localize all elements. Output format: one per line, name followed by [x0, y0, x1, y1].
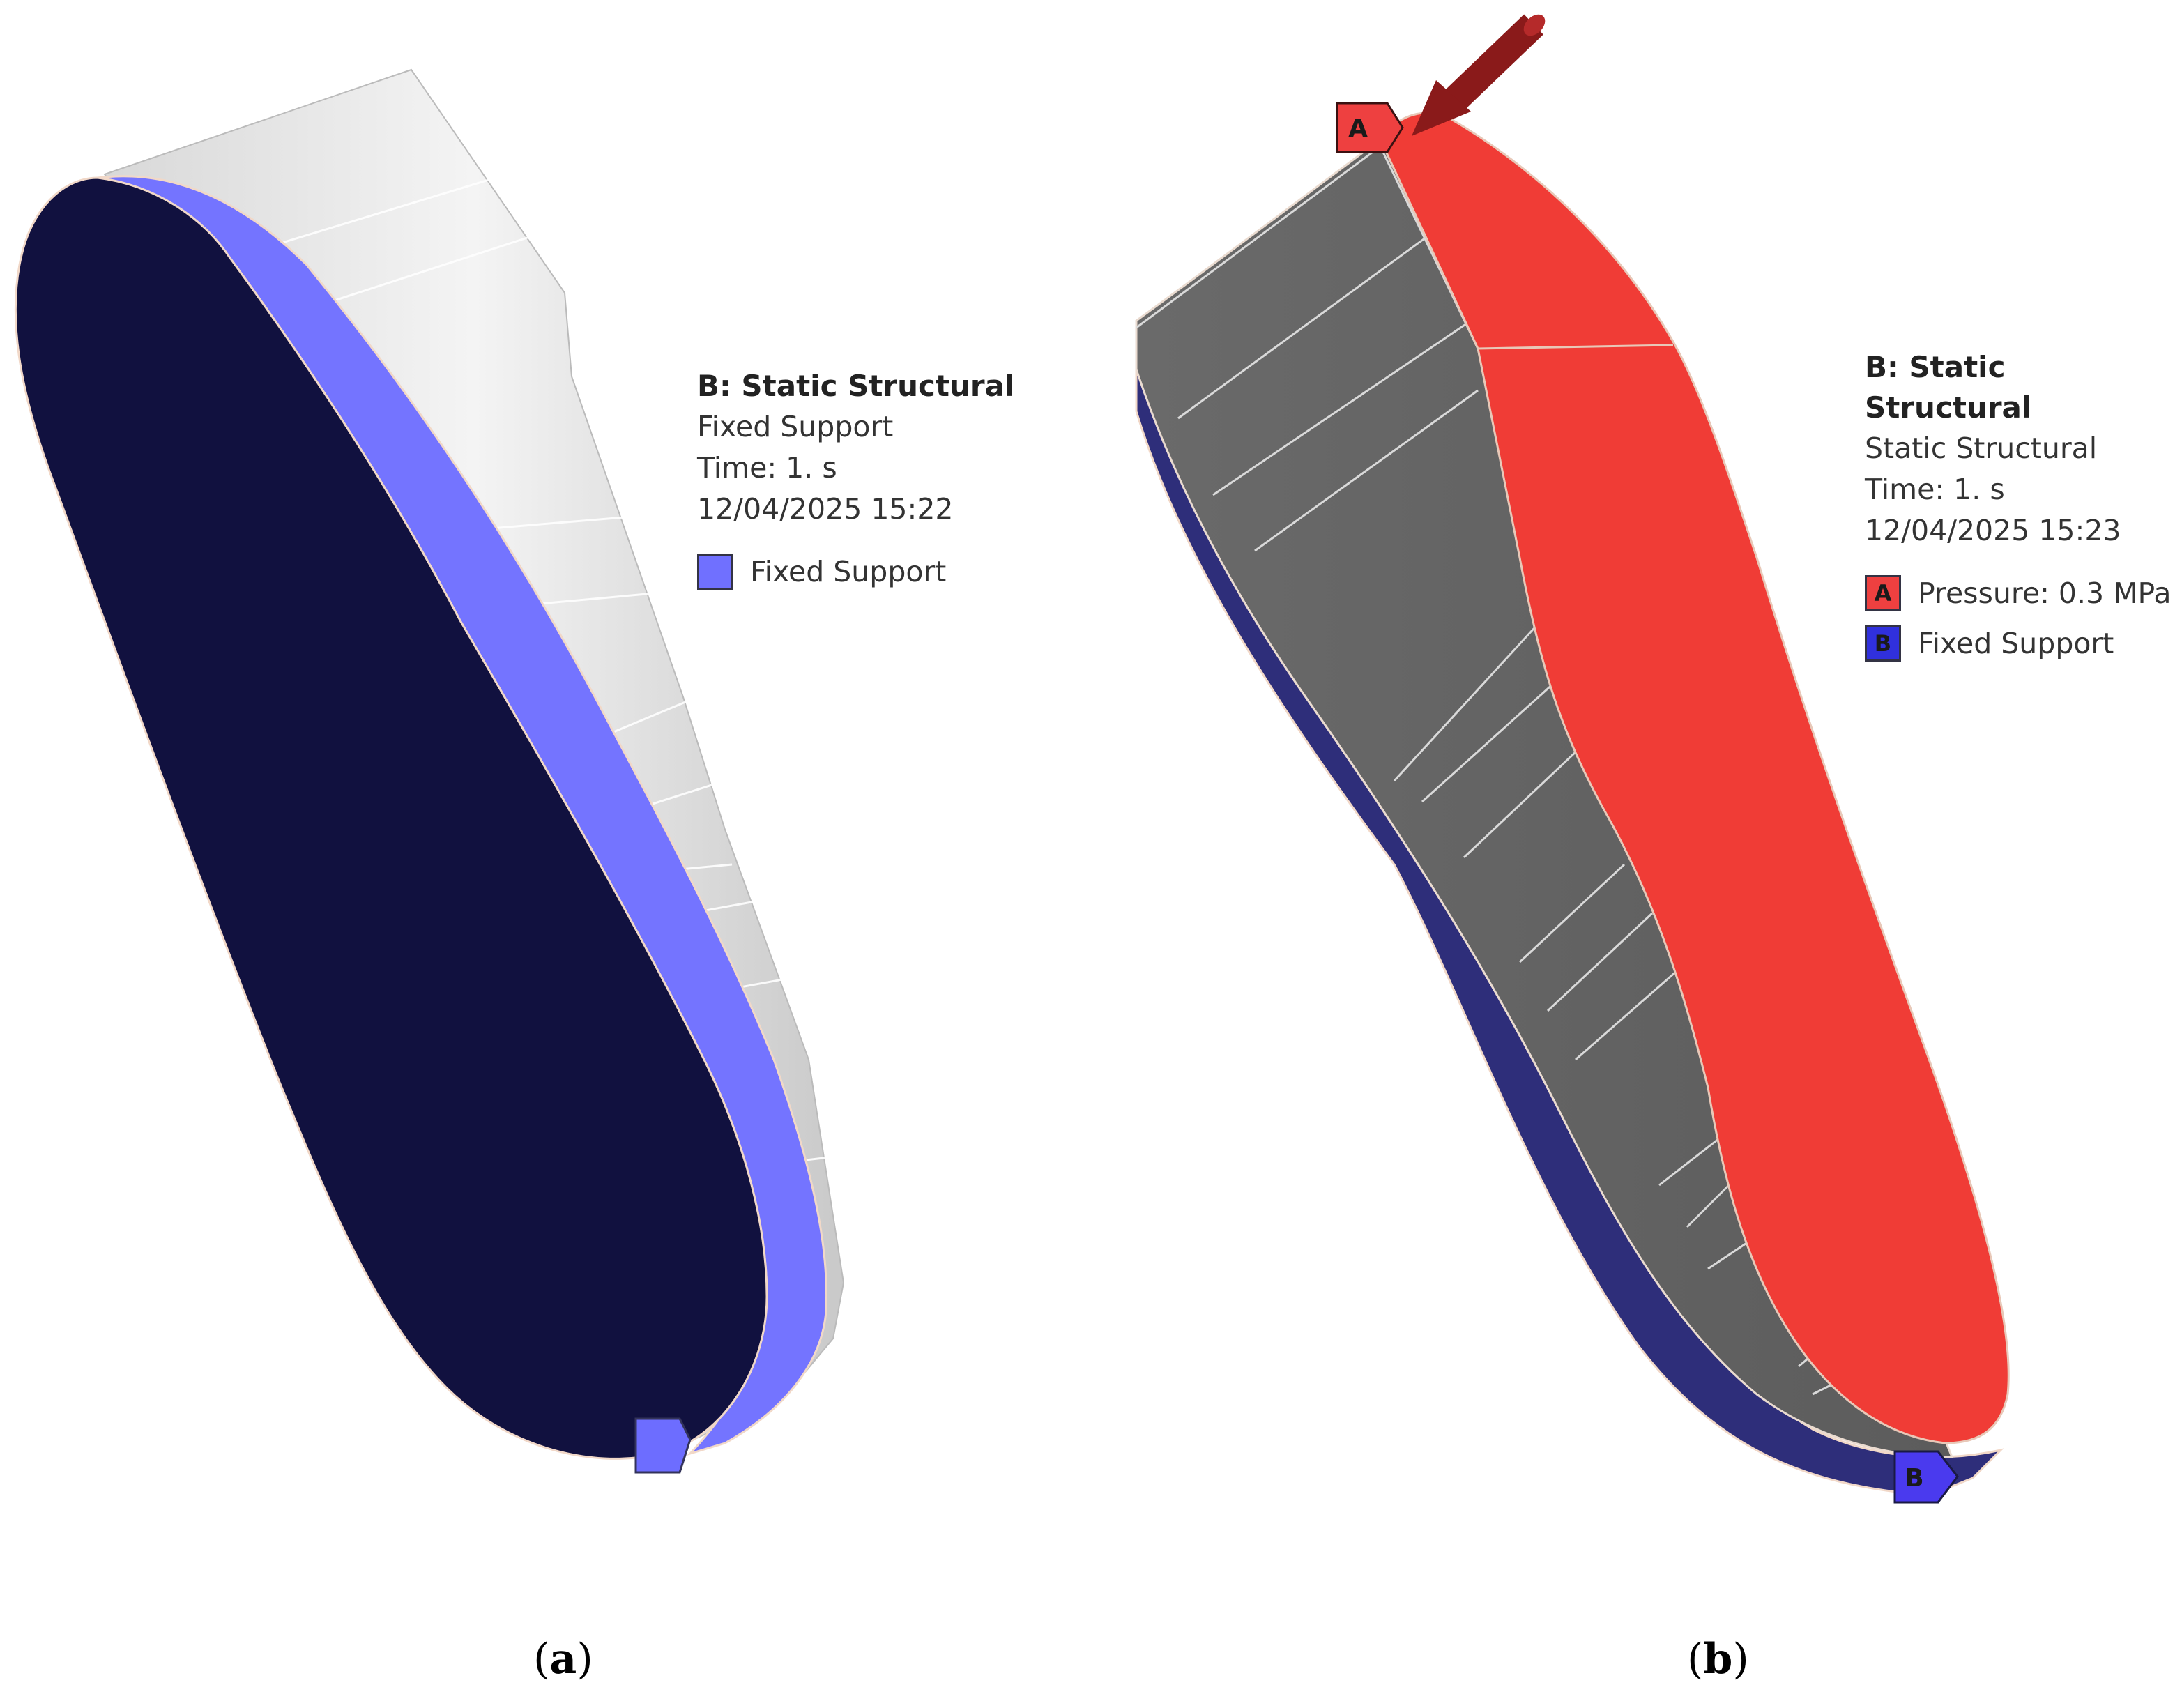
panel-b-caption: (b)	[1687, 1635, 1749, 1684]
legend-b-item-fixed-support: B Fixed Support	[1865, 623, 2182, 664]
panel-a-model	[14, 68, 845, 1474]
support-marker-b-letter: B	[1905, 1464, 1923, 1493]
legend-b-subtitle: Static Structural	[1865, 432, 2098, 465]
legend-b-time: Time: 1. s	[1865, 473, 2005, 506]
legend-b-item-pressure: A Pressure: 0.3 MPa	[1865, 572, 2182, 614]
legend-a-title: B: Static Structural	[697, 369, 1015, 403]
pressure-marker-a-letter: A	[1348, 114, 1368, 143]
panel-b-legend: B: Static Structural Static Structural T…	[1865, 347, 2182, 664]
pressure-marker-a[interactable]: A	[1336, 102, 1404, 153]
pressure-top-face	[1379, 112, 2010, 1444]
pressure-arrow-icon	[1412, 14, 1546, 136]
legend-a-time: Time: 1. s	[697, 451, 837, 485]
panel-b-caption-letter: b	[1703, 1635, 1733, 1684]
pressure-face-edges	[1477, 344, 1674, 350]
fixed-support-marker[interactable]	[634, 1417, 692, 1474]
fixed-support-swatch-icon	[697, 554, 733, 590]
support-marker-b[interactable]: B	[1893, 1450, 1959, 1504]
legend-b-item-pressure-label: Pressure: 0.3 MPa	[1918, 577, 2172, 610]
legend-a-timestamp: 12/04/2025 15:22	[697, 492, 954, 526]
panel-a-caption: (a)	[533, 1635, 593, 1684]
legend-b-title: B: Static Structural	[1865, 350, 2032, 425]
panel-b-model: A B	[1135, 14, 2010, 1504]
legend-a-item-fixed-support: Fixed Support	[697, 551, 1014, 593]
fixed-support-b-swatch-icon: B	[1865, 625, 1901, 662]
legend-a-subtitle: Fixed Support	[697, 410, 894, 443]
legend-a-item-label: Fixed Support	[750, 555, 947, 588]
pressure-swatch-icon: A	[1865, 575, 1901, 611]
legend-b-timestamp: 12/04/2025 15:23	[1865, 514, 2121, 547]
panel-a-legend: B: Static Structural Fixed Support Time:…	[697, 366, 1014, 593]
legend-b-item-support-label: Fixed Support	[1918, 627, 2114, 660]
panel-a-caption-letter: a	[549, 1635, 577, 1684]
